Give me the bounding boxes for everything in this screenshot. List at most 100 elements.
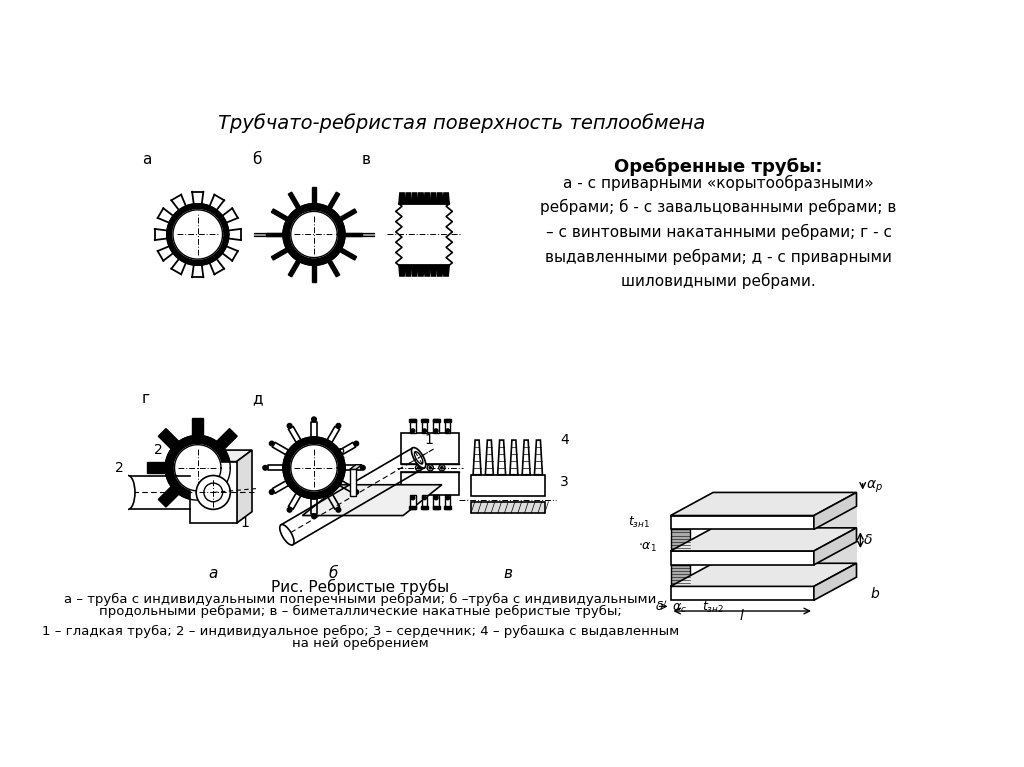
Polygon shape (498, 440, 506, 475)
Bar (410, 420, 417, 423)
Polygon shape (228, 463, 248, 473)
Polygon shape (283, 204, 345, 265)
Text: $\delta$: $\delta$ (863, 533, 873, 547)
Bar (422, 420, 427, 433)
Text: в: в (362, 152, 371, 167)
Polygon shape (267, 465, 283, 470)
Polygon shape (340, 443, 355, 455)
Bar (671, 551, 814, 565)
Bar (421, 420, 428, 423)
Polygon shape (340, 209, 356, 221)
Circle shape (197, 476, 230, 509)
Text: 3: 3 (560, 475, 568, 489)
Polygon shape (289, 426, 301, 443)
Text: 1 – гладкая труба; 2 – индивидуальное ребро; 3 – сердечник; 4 – рубашка с выдавл: 1 – гладкая труба; 2 – индивидуальное ре… (42, 625, 679, 638)
Bar (401, 472, 460, 495)
Text: 1: 1 (241, 516, 249, 530)
Polygon shape (814, 528, 856, 565)
Polygon shape (272, 443, 289, 455)
Text: 2: 2 (116, 461, 124, 475)
Polygon shape (349, 465, 362, 469)
Circle shape (336, 423, 341, 428)
Polygon shape (291, 445, 337, 491)
Polygon shape (147, 463, 167, 473)
Polygon shape (535, 440, 543, 475)
Polygon shape (311, 422, 316, 437)
Polygon shape (473, 440, 481, 475)
Circle shape (263, 466, 267, 470)
Polygon shape (418, 265, 424, 276)
Bar (422, 495, 427, 509)
Bar (444, 420, 452, 423)
Polygon shape (190, 450, 252, 462)
Polygon shape (291, 212, 337, 258)
Circle shape (360, 466, 366, 470)
Polygon shape (412, 193, 418, 204)
Circle shape (423, 496, 426, 500)
Polygon shape (345, 232, 362, 236)
Circle shape (411, 429, 415, 433)
Text: $b$: $b$ (870, 586, 881, 601)
Polygon shape (671, 492, 856, 515)
Circle shape (418, 466, 420, 469)
Polygon shape (327, 493, 340, 509)
Polygon shape (430, 193, 436, 204)
Circle shape (336, 508, 341, 512)
Polygon shape (399, 265, 406, 276)
Ellipse shape (121, 476, 135, 509)
Text: Рис. Ребристые трубы: Рис. Ребристые трубы (271, 578, 450, 595)
Polygon shape (167, 204, 228, 265)
Polygon shape (159, 486, 179, 507)
Text: а - с приварными «корытообразными»
ребрами; б - с завальцованными ребрами; в
– с: а - с приварными «корытообразными» ребра… (541, 174, 897, 289)
Text: $\delta'$: $\delta'$ (655, 600, 668, 614)
Circle shape (445, 496, 450, 500)
Ellipse shape (412, 448, 426, 468)
Circle shape (269, 490, 274, 495)
Bar (421, 505, 428, 509)
Circle shape (445, 429, 450, 433)
Polygon shape (289, 493, 301, 509)
Text: в: в (503, 565, 512, 581)
Text: 1: 1 (425, 433, 434, 447)
Bar (190, 462, 237, 523)
Text: г: г (142, 391, 151, 406)
Text: $\cdot\alpha_1$: $\cdot\alpha_1$ (638, 541, 657, 554)
Text: б: б (252, 152, 261, 167)
Polygon shape (283, 437, 345, 499)
Polygon shape (430, 265, 436, 276)
Polygon shape (327, 426, 340, 443)
Polygon shape (174, 445, 221, 491)
Bar (445, 495, 451, 509)
Circle shape (411, 496, 415, 500)
Text: продольными ребрами; в – биметаллические накатные ребристые трубы;: продольными ребрами; в – биметаллические… (99, 605, 622, 618)
Text: $\alpha_р$: $\alpha_р$ (866, 479, 883, 495)
Circle shape (269, 441, 274, 446)
Polygon shape (266, 232, 283, 236)
Polygon shape (406, 193, 412, 204)
Circle shape (429, 466, 431, 469)
Bar (433, 420, 438, 433)
Bar (410, 505, 417, 509)
Polygon shape (173, 210, 222, 259)
Polygon shape (311, 499, 316, 514)
Polygon shape (671, 563, 856, 587)
Circle shape (354, 490, 358, 495)
Polygon shape (216, 429, 238, 449)
Polygon shape (671, 528, 856, 551)
Bar (444, 505, 452, 509)
Text: а – труба с индивидуальными поперечными ребрами; б –труба с индивидуальными: а – труба с индивидуальными поперечными … (65, 593, 656, 606)
Text: а: а (142, 152, 152, 167)
Polygon shape (312, 186, 316, 204)
Bar (410, 495, 416, 509)
Text: Трубчато-ребристая поверхность теплообмена: Трубчато-ребристая поверхность теплообме… (217, 114, 705, 133)
Ellipse shape (415, 452, 423, 464)
Polygon shape (406, 265, 412, 276)
Text: б: б (329, 565, 338, 581)
Polygon shape (671, 529, 690, 551)
Polygon shape (328, 193, 340, 209)
Polygon shape (436, 193, 443, 204)
Polygon shape (159, 429, 179, 449)
Polygon shape (436, 265, 443, 276)
Polygon shape (271, 249, 288, 260)
Polygon shape (671, 565, 690, 587)
